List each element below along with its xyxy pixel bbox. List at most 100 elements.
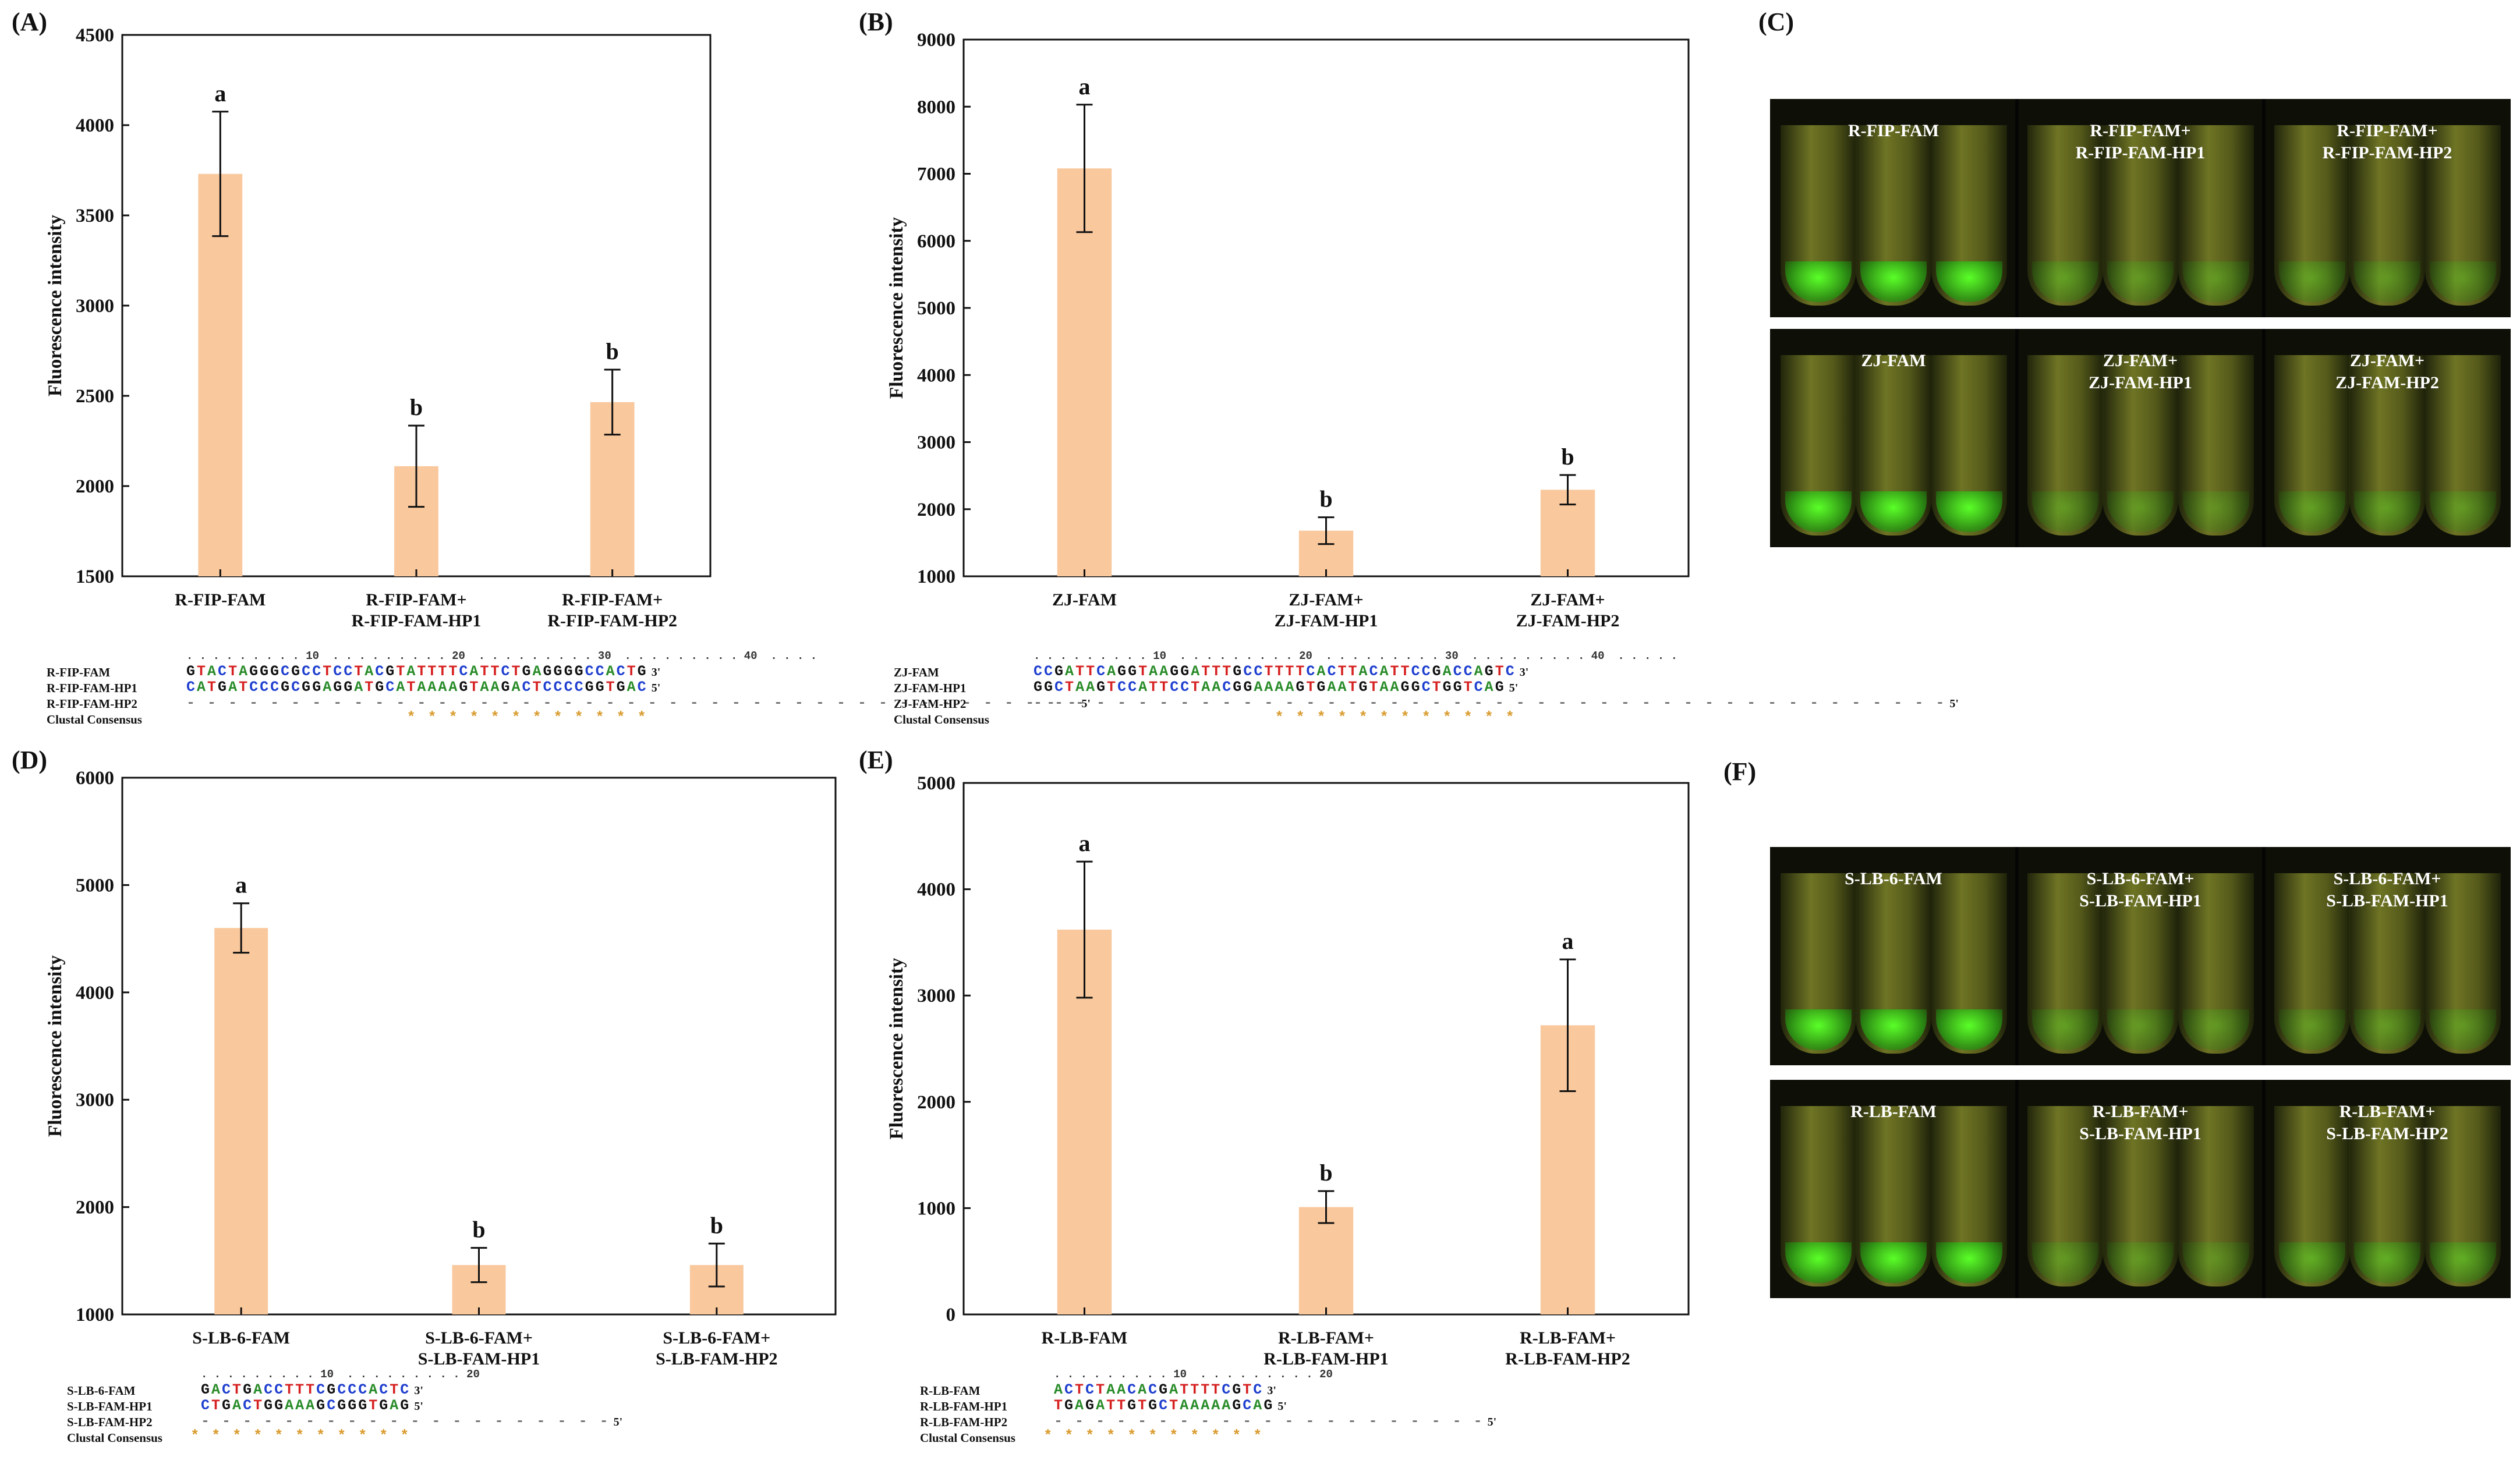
tube-liquid — [2107, 1009, 2174, 1050]
significance-label: a — [1079, 73, 1091, 100]
alignment-sequence: GTACTAGGGCGCCTCCTACGTATTTTCATTCTGAGGGGCC… — [186, 663, 648, 680]
tube — [2027, 873, 2103, 1054]
significance-label: b — [472, 1217, 485, 1243]
alignment-sequence: CCGATTCAGGTAAGGATTTGCCTTTTCACTTACATTCCGA… — [1034, 663, 1516, 680]
tube — [2425, 355, 2501, 536]
tube-liquid — [2354, 261, 2421, 302]
photo-f-top: S-LB-6-FAM S-LB-6-FAM+ S-LB-FAM-HP1 S-LB-6… — [1770, 847, 2511, 1065]
alignment-seq-name: S-LB-FAM-HP1 — [67, 1399, 153, 1413]
y-tick-label: 3000 — [76, 296, 114, 317]
tube — [2027, 1106, 2103, 1286]
tube — [2178, 1106, 2254, 1286]
significance-label: a — [1079, 830, 1091, 856]
y-tick-label: 4000 — [917, 365, 955, 386]
alignment-strand-end: 3' — [651, 666, 661, 679]
y-tick-label: 2500 — [76, 386, 114, 407]
tube — [2349, 1106, 2426, 1286]
tube-group-label: ZJ-FAM+ ZJ-FAM-HP1 — [2089, 351, 2192, 392]
alignment-sequence: - - - - - - - - - - - - - - - - - - - - … — [186, 694, 1078, 711]
tube-liquid — [1785, 261, 1852, 302]
panel-label-a: (A) — [12, 8, 48, 36]
bar — [214, 928, 268, 1314]
tube — [1856, 1106, 1932, 1286]
alignment-consensus: * * * * * * * * * * * * — [406, 709, 648, 726]
tube-liquid — [2354, 1242, 2421, 1283]
alignment-seq-name: ZJ-FAM — [894, 665, 939, 679]
x-category-label: R-LB-FAM — [1042, 1328, 1128, 1348]
y-tick-label: 1000 — [917, 1198, 955, 1219]
alignment-sequence: GACTGACCTTTCGCCCACTC — [201, 1381, 411, 1398]
tube — [1781, 355, 1856, 536]
alignment-consensus: * * * * * * * * * * * * — [1275, 709, 1516, 726]
alignment-strand-end: 5' — [414, 1400, 423, 1413]
photo-divider — [2015, 1080, 2019, 1298]
y-axis-label: Fluorescence intensity — [886, 958, 907, 1139]
tube-liquid — [1785, 1009, 1852, 1050]
tube-group-label: R-FIP-FAM+ R-FIP-FAM-HP2 — [2322, 121, 2452, 162]
y-tick-label: 6000 — [917, 231, 955, 252]
photo-divider — [2262, 847, 2266, 1065]
tube — [2274, 125, 2350, 306]
alignment-strand-end: 3' — [1519, 666, 1529, 679]
tube-liquid — [2182, 491, 2249, 532]
y-tick-label: 7000 — [917, 164, 955, 185]
alignment-strand-end: 3' — [414, 1384, 423, 1397]
alignment-seq-name: Clustal Consensus — [894, 713, 989, 726]
alignment-strand-end: 3' — [1267, 1384, 1276, 1397]
significance-label: a — [1562, 928, 1574, 954]
tube-liquid — [2279, 261, 2345, 302]
photo-divider — [2015, 847, 2019, 1065]
alignment-d: . . . . . . . . . 10 . . . . . . . . . 2… — [67, 1368, 622, 1468]
significance-label: b — [710, 1212, 723, 1238]
tube-liquid — [2107, 491, 2174, 532]
alignment-seq-name: S-LB-FAM-HP2 — [67, 1415, 153, 1429]
y-tick-label: 5000 — [76, 875, 114, 896]
tube-liquid — [2107, 1242, 2174, 1283]
tube — [2103, 125, 2179, 306]
photo-c-top: R-FIP-FAM R-FIP-FAM+ R-FIP-FAM-HP1 R-FIP-F… — [1770, 99, 2511, 317]
significance-label: b — [410, 394, 423, 420]
tube-liquid — [2032, 1009, 2098, 1050]
panel-label-b: (B) — [859, 8, 893, 36]
tube-liquid — [2279, 1242, 2345, 1283]
tube — [1781, 125, 1856, 306]
y-axis-label: Fluorescence intensity — [45, 955, 66, 1137]
tube-group-label: R-LB-FAM+ S-LB-FAM-HP1 — [2079, 1102, 2202, 1143]
tube — [2103, 355, 2179, 536]
x-category-label: R-LB-FAM+ — [1278, 1328, 1374, 1348]
alignment-sequence: - - - - - - - - - - - - - - - - - - - - — [201, 1413, 610, 1430]
tube — [1931, 873, 2007, 1054]
panel-label-c: (C) — [1758, 8, 1795, 36]
tube — [2103, 873, 2179, 1054]
alignment-strand-end: 5' — [1277, 1400, 1287, 1413]
tube — [2425, 1106, 2501, 1286]
alignment-seq-name: R-LB-FAM — [920, 1384, 981, 1398]
bar — [198, 173, 243, 576]
tube-liquid — [2354, 1009, 2421, 1050]
tube-liquid — [2032, 1242, 2098, 1283]
tube — [1856, 355, 1932, 536]
chart-a: 1500 2000 2500 3000 3500 4000 4500 Fluorescence… — [45, 25, 712, 630]
x-category-label: ZJ-FAM — [1052, 590, 1117, 609]
tube-liquid — [1935, 491, 2002, 532]
photo-divider — [2015, 329, 2019, 547]
tube — [2349, 873, 2426, 1054]
photo-divider — [2262, 1080, 2266, 1298]
tube-liquid — [2182, 1009, 2249, 1050]
chart-b: 1000 2000 3000 4000 5000 6000 7000 8000 9000 Fluo… — [886, 30, 1690, 630]
y-tick-label: 2000 — [917, 1092, 955, 1113]
tube-group-label: R-FIP-FAM+ R-FIP-FAM-HP1 — [2075, 121, 2206, 162]
tube — [1856, 125, 1932, 306]
tube-liquid — [1785, 491, 1852, 532]
tube-group-label: R-LB-FAM — [1850, 1102, 1937, 1121]
tube-liquid — [2107, 261, 2174, 302]
tube-liquid — [1860, 1242, 1927, 1283]
x-category-label: R-FIP-FAM — [175, 590, 266, 609]
x-category-label: S-LB-FAM-HP1 — [418, 1349, 540, 1369]
x-category-label: ZJ-FAM+ — [1289, 590, 1363, 609]
y-tick-label: 3500 — [76, 205, 114, 226]
tube-group-label: S-LB-6-FAM — [1845, 869, 1942, 888]
tube — [1931, 355, 2007, 536]
alignment-seq-name: Clustal Consensus — [67, 1431, 162, 1445]
x-category-label: S-LB-6-FAM+ — [663, 1328, 770, 1348]
